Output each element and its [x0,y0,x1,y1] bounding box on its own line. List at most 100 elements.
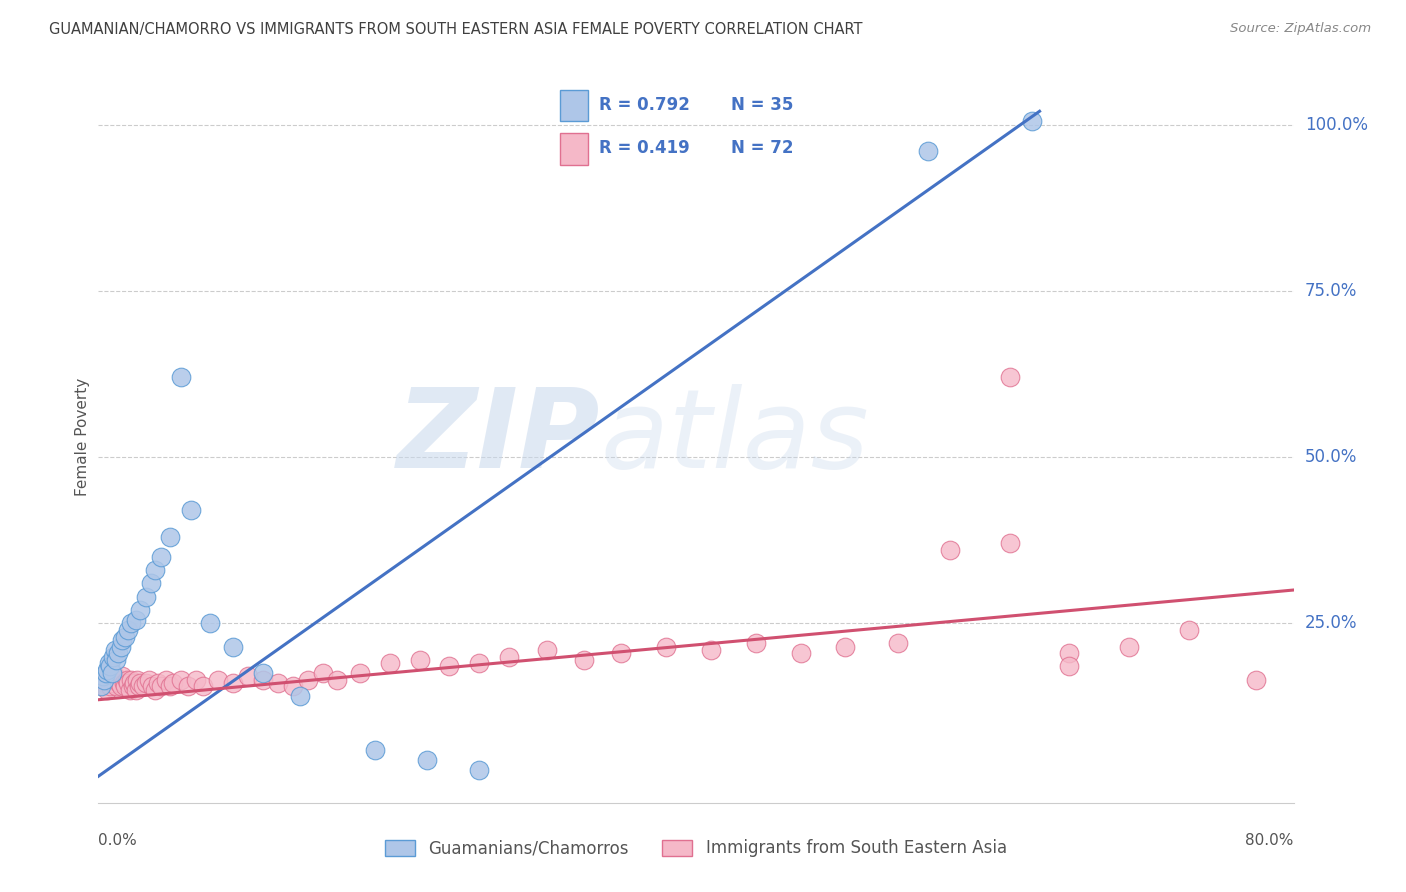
Point [468,763,491,777]
Text: R = 0.792: R = 0.792 [599,96,690,114]
Point [127,673,149,687]
Text: atlas: atlas [600,384,869,491]
Point [252,666,274,681]
Point [288,690,311,704]
Point [125,682,148,697]
Point [141,680,163,694]
Point [159,530,181,544]
Point [111,669,134,683]
Point [1244,673,1267,687]
Point [120,673,142,687]
Point [117,623,139,637]
Point [143,682,166,697]
Text: R = 0.419: R = 0.419 [599,139,690,158]
Point [416,753,439,767]
Point [115,673,138,687]
Text: GUAMANIAN/CHAMORRO VS IMMIGRANTS FROM SOUTH EASTERN ASIA FEMALE POVERTY CORRELAT: GUAMANIAN/CHAMORRO VS IMMIGRANTS FROM SO… [49,22,863,37]
Point [110,640,132,654]
Point [159,680,181,694]
Text: 50.0%: 50.0% [1305,448,1357,466]
Point [536,643,558,657]
Point [207,673,229,687]
Point [128,680,150,694]
Point [97,656,120,670]
Point [252,673,274,687]
Point [177,680,200,694]
Point [169,370,191,384]
Point [886,636,908,650]
Point [326,673,349,687]
Point [297,673,319,687]
Text: 25.0%: 25.0% [1305,615,1357,632]
Point [364,742,387,756]
Point [267,676,290,690]
Point [148,676,170,690]
Point [98,659,122,673]
Point [104,643,127,657]
Point [200,616,222,631]
Point [93,673,115,687]
Point [498,649,520,664]
Point [129,676,152,690]
Point [110,680,132,694]
Point [114,630,136,644]
Point [572,653,595,667]
Point [1178,623,1201,637]
Point [125,613,148,627]
Point [222,676,245,690]
Point [834,640,856,654]
Point [129,603,152,617]
Point [139,576,162,591]
Legend: Guamanians/Chamorros, Immigrants from South Eastern Asia: Guamanians/Chamorros, Immigrants from So… [378,832,1014,864]
Point [98,680,122,694]
Point [94,673,117,687]
Point [118,682,141,697]
Point [998,370,1021,384]
Point [281,680,304,694]
Point [917,144,939,158]
Point [91,669,114,683]
Point [124,676,146,690]
Point [93,676,115,690]
Point [114,680,136,694]
Point [184,673,207,687]
Text: N = 72: N = 72 [731,139,793,158]
Text: ZIP: ZIP [396,384,600,491]
Point [1021,114,1043,128]
Point [135,676,157,690]
Point [105,653,128,667]
Point [745,636,768,650]
Point [112,676,135,690]
Point [150,549,173,564]
FancyBboxPatch shape [560,133,588,165]
Point [191,680,214,694]
Point [120,616,142,631]
Text: Source: ZipAtlas.com: Source: ZipAtlas.com [1230,22,1371,36]
Point [103,649,125,664]
Point [101,666,124,681]
Text: 80.0%: 80.0% [1246,833,1294,848]
Point [789,646,811,660]
Point [105,680,128,694]
Point [1059,659,1081,673]
Point [108,676,131,690]
Text: 100.0%: 100.0% [1305,116,1368,134]
Point [104,669,127,683]
Point [439,659,461,673]
Point [150,680,173,694]
Text: 0.0%: 0.0% [98,833,138,848]
Point [94,666,117,681]
Point [155,673,177,687]
Point [700,643,723,657]
Point [97,669,120,683]
Point [378,656,401,670]
Point [222,640,245,654]
Point [90,680,112,694]
Point [117,676,139,690]
Point [236,669,259,683]
Point [162,676,184,690]
Point [408,653,430,667]
Point [138,673,160,687]
Text: 75.0%: 75.0% [1305,282,1357,300]
Point [610,646,633,660]
